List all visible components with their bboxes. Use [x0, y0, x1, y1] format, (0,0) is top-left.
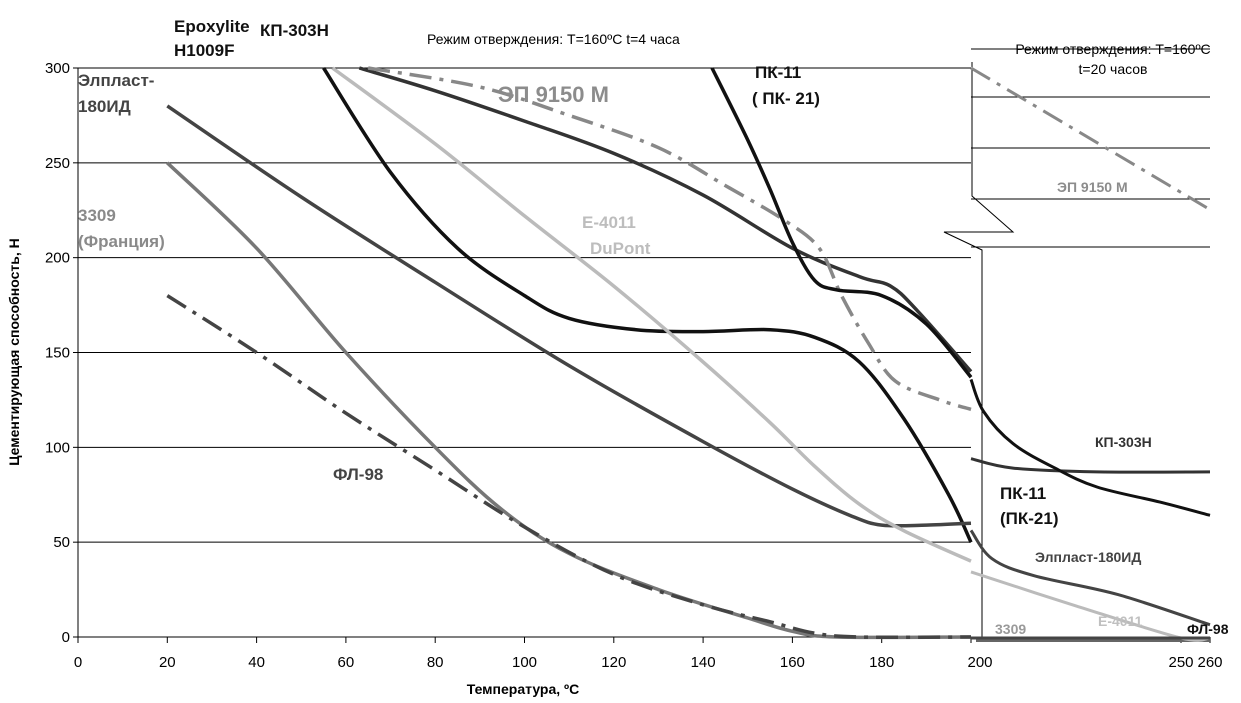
grid-lines	[78, 48, 1210, 543]
right-label-e4011: E-4011	[1098, 613, 1143, 629]
x-tick-label-180: 180	[869, 654, 894, 671]
x-tick-label-80: 80	[427, 654, 444, 671]
x-tick-label-120: 120	[601, 654, 626, 671]
y-tick-label-200: 200	[45, 250, 70, 267]
x-tick-label-160: 160	[780, 654, 805, 671]
right-series-line-e-4011	[970, 570, 1211, 642]
y-tick-label-250: 250	[45, 155, 70, 172]
x-tick-label-140: 140	[691, 654, 716, 671]
right-label-ep9150: ЭП 9150 М	[1057, 179, 1128, 195]
label-3309-line2: (Франция)	[78, 232, 165, 251]
series-line-e-4011-dupont	[331, 66, 972, 563]
right-label-3309: 3309	[995, 621, 1026, 637]
label-pk11-line2: ( ПК- 21)	[752, 89, 820, 108]
series-line-кп-303н	[358, 66, 973, 373]
label-e4011-line2: DuPont	[590, 239, 651, 258]
label-ep9150: ЭП 9150 М	[498, 82, 609, 107]
series-group	[166, 66, 1211, 642]
label-epoxylite-line1: Epoxylite	[174, 17, 250, 36]
y-tick-label-300: 300	[45, 60, 70, 77]
y-tick-label-150: 150	[45, 345, 70, 362]
left-panel-title: Режим отверждения: T=160ºC t=4 часа	[427, 31, 680, 47]
series-line-эп-9150-м	[367, 66, 972, 412]
series-line-epoxylite-h1009f	[322, 67, 973, 543]
label-pk11-line1: ПК-11	[755, 63, 801, 82]
right-label-elplast: Элпласт-180ИД	[1035, 549, 1141, 565]
x-axis-label: Температура, ºС	[467, 681, 580, 697]
label-elplast-line1: Элпласт-	[78, 71, 154, 90]
x-tick-label-100: 100	[512, 654, 537, 671]
right-label-pk11-line2: (ПК-21)	[1000, 509, 1059, 528]
series-line-пк-11-пк-21	[710, 67, 973, 379]
right-panel-title-line1: Режим отверждения: T=160ºC	[1015, 41, 1210, 57]
right-x-tick-label-260: 260	[1197, 654, 1222, 671]
y-tick-label-100: 100	[45, 439, 70, 456]
right-x-tick-label-250: 250	[1168, 654, 1193, 671]
label-epoxylite-line2: H1009F	[174, 41, 234, 60]
series-line-элпласт-180ид	[166, 104, 972, 528]
series-line-3309-франция	[166, 161, 972, 640]
label-fl98: ФЛ-98	[333, 465, 383, 484]
x-tick-label-60: 60	[338, 654, 355, 671]
y-tick-label-0: 0	[62, 629, 70, 646]
right-series-line-элпласт-180ид	[969, 529, 1211, 627]
x-tick-label-40: 40	[248, 654, 265, 671]
right-series-line-кп-303н	[970, 457, 1211, 474]
label-elplast-line2: 180ИД	[78, 97, 131, 116]
label-e4011-line1: E-4011	[582, 213, 636, 232]
right-series-line-эп-9150-м	[970, 66, 1211, 211]
x-tick-label-20: 20	[159, 654, 176, 671]
right-series-line-пк-11-пк-21	[969, 378, 1211, 517]
label-3309-line1: 3309	[78, 206, 116, 225]
y-axis-label: Цементирующая способность, Н	[6, 238, 22, 466]
y-tick-label-50: 50	[53, 534, 70, 551]
axis-break-separator	[943, 62, 1015, 640]
x-tick-label-0: 0	[74, 654, 82, 671]
series-line-фл-98	[166, 294, 972, 640]
right-label-pk11-line1: ПК-11	[1000, 484, 1046, 503]
right-panel-title-line2: t=20 часов	[1079, 61, 1148, 77]
right-label-kp303: КП-303Н	[1095, 434, 1152, 450]
right-x-tick-label-200: 200	[967, 654, 992, 671]
right-label-fl98: ФЛ-98	[1187, 621, 1229, 637]
label-kp303: КП-303Н	[260, 21, 329, 40]
